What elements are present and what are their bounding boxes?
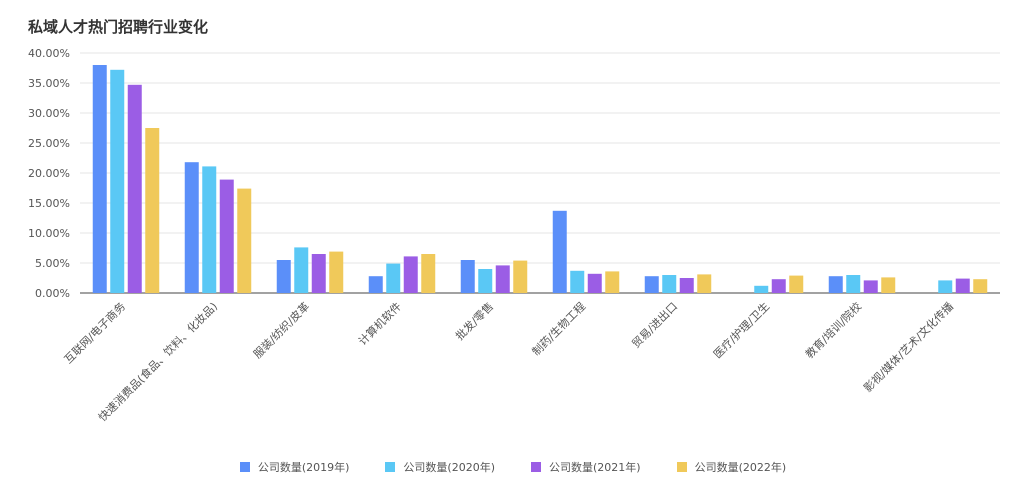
bar: [294, 247, 309, 293]
bar: [789, 275, 804, 293]
legend-label: 公司数量(2022年): [694, 461, 787, 474]
y-tick-label: 10.00%: [28, 227, 70, 240]
y-tick-label: 40.00%: [28, 47, 70, 60]
bar: [679, 278, 694, 293]
legend-item[interactable]: 公司数量(2022年): [676, 459, 787, 475]
legend-swatch: [531, 462, 541, 472]
bar: [863, 280, 878, 293]
bar: [219, 179, 234, 293]
bar-chart: 0.00% 5.00% 10.00% 15.00% 20.00% 25.00% 30.00%…: [28, 47, 1000, 424]
y-tick-label: 5.00%: [35, 257, 70, 270]
x-tick-label: 服装/纺织/皮革: [250, 299, 312, 361]
y-tick-label: 35.00%: [28, 77, 70, 90]
y-tick-label: 20.00%: [28, 167, 70, 180]
bar: [955, 278, 970, 293]
bar: [644, 276, 659, 293]
bar: [311, 254, 326, 293]
bar: [237, 188, 252, 293]
bar: [92, 65, 107, 293]
bar: [184, 162, 199, 293]
x-tick-label: 教育/培训/院校: [802, 299, 864, 361]
bar: [973, 279, 988, 293]
legend-label: 公司数量(2021年): [549, 461, 641, 474]
bar: [605, 271, 620, 293]
chart-legend: 公司数量(2019年) 公司数量(2020年) 公司数量(2021年) 公司数量(20…: [0, 459, 1026, 475]
bar: [403, 256, 418, 293]
y-tick-label: 30.00%: [28, 107, 70, 120]
bar: [127, 84, 142, 293]
bar: [145, 128, 160, 293]
bar: [478, 269, 493, 293]
bar: [110, 69, 125, 293]
bar: [368, 276, 383, 293]
legend-label: 公司数量(2020年): [403, 461, 495, 474]
bar: [495, 265, 510, 293]
bar: [828, 276, 843, 293]
bar: [846, 275, 861, 293]
bar: [421, 254, 436, 293]
bar: [697, 274, 712, 293]
legend-item[interactable]: 公司数量(2020年): [385, 459, 495, 475]
y-tick-label: 0.00%: [35, 287, 70, 300]
bar: [771, 279, 786, 293]
x-tick-label: 批发/零售: [452, 299, 496, 343]
x-tick-label: 制药/生物工程: [529, 299, 588, 358]
y-tick-label: 15.00%: [28, 197, 70, 210]
x-tick-label: 影视/媒体/艺术/文化传播: [861, 299, 957, 395]
bar: [513, 260, 528, 293]
bar: [754, 285, 769, 293]
bar: [552, 210, 567, 293]
x-tick-label: 互联网/电子商务: [61, 299, 128, 366]
bar: [662, 275, 677, 293]
legend-label: 公司数量(2019年): [257, 461, 350, 474]
bar: [587, 273, 602, 293]
x-tick-label: 医疗/护理/卫生: [710, 299, 772, 361]
legend-swatch: [385, 462, 396, 472]
bar: [460, 260, 475, 293]
legend-item[interactable]: 公司数量(2021年): [531, 459, 641, 475]
bar: [202, 166, 217, 293]
bar: [386, 263, 401, 293]
bar: [570, 270, 585, 293]
x-tick-label: 计算机软件: [355, 299, 404, 348]
bar: [938, 280, 953, 293]
legend-item[interactable]: 公司数量(2019年): [239, 459, 350, 475]
y-tick-label: 25.00%: [28, 137, 70, 150]
legend-swatch: [676, 462, 687, 472]
bar: [276, 260, 291, 293]
x-tick-label: 贸易/进出口: [629, 299, 680, 350]
legend-swatch: [239, 462, 250, 472]
chart-title: 私域人才热门招聘行业变化: [28, 18, 209, 36]
bar: [881, 277, 896, 293]
bar: [329, 251, 344, 293]
